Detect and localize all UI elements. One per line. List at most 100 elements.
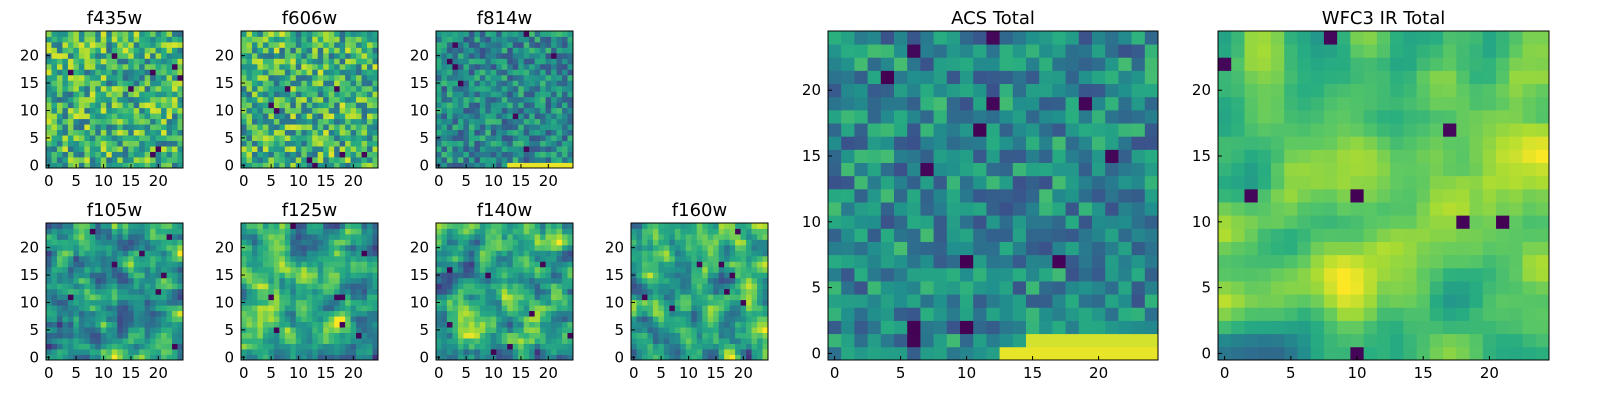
heatmap-cell [106,223,113,229]
heatmap-cell [172,96,178,103]
heatmap-cell [177,283,184,290]
heatmap-cell [501,74,508,81]
heatmap-cell [457,118,464,125]
heatmap-cell [177,327,184,333]
heatmap-cell [457,321,464,328]
heatmap-cell [647,288,654,295]
heatmap-cell [339,124,346,131]
heatmap-cell [328,146,335,152]
heatmap-cell [907,241,921,256]
heatmap-cell [323,151,330,158]
heatmap-cell [762,277,769,284]
heatmap-cell [95,327,102,333]
heatmap-cell [463,140,470,147]
heatmap-cell [306,239,313,246]
heatmap-cell [457,228,464,235]
heatmap-cell [367,85,373,92]
heatmap-cell [78,233,85,240]
heatmap-cell [468,124,475,131]
heatmap-cell [268,52,275,59]
heatmap-cell [468,162,475,169]
heatmap-cell [457,80,464,87]
heatmap-cell [507,58,514,65]
heatmap-cell [441,321,448,328]
heatmap-cell [474,157,481,163]
heatmap-cell [100,96,107,103]
heatmap-cell [529,294,536,301]
heatmap-cell [457,299,464,306]
heatmap-cell [306,151,313,158]
heatmap-cell [295,250,302,257]
heatmap-cell [257,349,264,355]
heatmap-cell [680,294,687,301]
heatmap-cell [523,228,530,235]
x-tick-label: 20 [149,172,168,190]
heatmap-cell [67,244,74,251]
heatmap-cell [1065,228,1080,242]
heatmap-cell [339,239,346,246]
heatmap-cell [106,305,113,312]
heatmap-cell [133,36,140,43]
heatmap-cell [133,266,140,273]
heatmap-cell [128,118,135,125]
heatmap-cell [479,294,486,301]
heatmap-cell [485,310,492,317]
heatmap-cell [177,294,184,301]
heatmap-cell [78,118,85,125]
heatmap-cell [545,338,552,344]
heatmap-cell [641,310,648,317]
heatmap-cell [540,129,546,136]
heatmap-cell [301,310,308,317]
heatmap-cell [567,239,574,246]
heatmap-cell [960,215,974,229]
heatmap-cell [647,327,654,333]
heatmap-cell [273,288,280,295]
heatmap-cell [751,261,758,268]
heatmap-cell [1105,136,1119,150]
heatmap-cell [279,239,286,246]
heatmap-cell [534,58,541,65]
heatmap-cell [356,36,362,43]
heatmap-cell [100,52,107,59]
heatmap-cell [312,244,319,251]
axes-frame [435,30,574,169]
heatmap-cell [177,80,184,87]
heatmap-cell [317,255,324,262]
heatmap-cell [545,129,552,136]
heatmap-cell [317,299,324,306]
heatmap-cell [960,267,974,282]
heatmap-cell [474,299,481,306]
heatmap-cell [567,129,574,136]
heatmap-cell [89,162,96,169]
heatmap-cell [1065,162,1080,177]
heatmap-cell [880,320,895,335]
heatmap-cell [485,239,492,246]
heatmap-cell [73,124,80,131]
heatmap-cell [306,69,313,76]
heatmap-cell [46,85,52,92]
x-tick-label: 15 [511,172,530,190]
heatmap-cell [507,91,514,98]
heatmap-cell [507,41,514,48]
heatmap-cell [295,85,302,92]
heatmap-cell [652,261,659,268]
heatmap-cell [117,266,124,273]
heatmap-cell [751,349,758,355]
heatmap-cell [567,316,574,323]
heatmap-cell [920,109,934,124]
heatmap-cell [161,140,167,147]
heatmap-cell [339,250,346,257]
heatmap-cell [279,316,286,323]
heatmap-cell [540,118,546,125]
heatmap-cell [350,31,357,37]
heatmap-cell [523,288,530,295]
heatmap-cell [56,91,63,98]
heatmap-cell [284,343,291,350]
heatmap-cell [867,215,882,229]
heatmap-cell [317,305,324,312]
heatmap-cell [540,266,546,273]
heatmap-cell [133,63,140,70]
heatmap-cell [262,272,269,279]
heatmap-cell [762,332,769,339]
heatmap-cell [960,333,974,348]
